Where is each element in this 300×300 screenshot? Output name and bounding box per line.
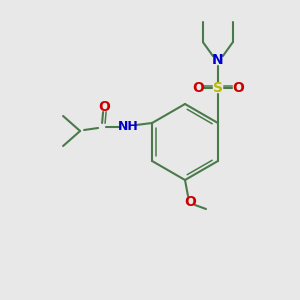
Text: NH: NH [118, 121, 139, 134]
Text: N: N [212, 53, 224, 67]
Text: O: O [184, 195, 196, 209]
Text: O: O [98, 100, 110, 114]
Text: O: O [232, 81, 244, 95]
Text: S: S [213, 81, 223, 95]
Text: O: O [192, 81, 204, 95]
